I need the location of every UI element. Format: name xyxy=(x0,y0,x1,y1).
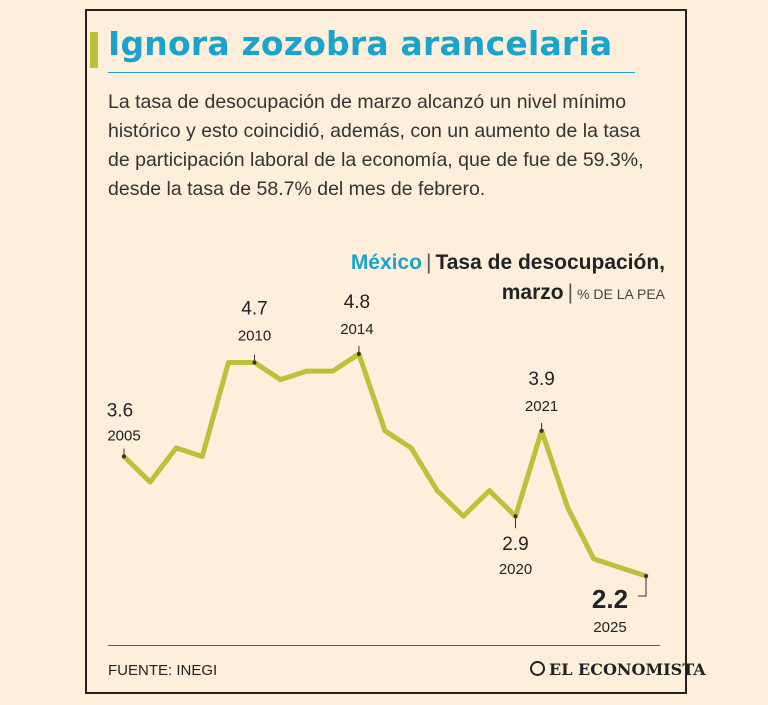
title-underline xyxy=(108,72,635,73)
chart-header-separator: | xyxy=(426,251,432,274)
footer-divider xyxy=(108,645,660,646)
year-label-2014: 2014 xyxy=(340,321,373,338)
series-line-group xyxy=(121,351,649,579)
infographic-frame xyxy=(85,9,687,694)
brand-name: EL ECONOMISTA xyxy=(549,660,706,679)
series-line xyxy=(121,351,649,579)
value-label-2005: 3.6 xyxy=(107,400,133,421)
chart-unit: % DE LA PEA xyxy=(577,286,665,302)
source-note: FUENTE: INEGI xyxy=(108,662,218,679)
lead-paragraph: La tasa de desocupación de marzo alcanzó… xyxy=(108,91,644,200)
year-label-2005: 2005 xyxy=(107,427,140,444)
chart-unit-separator: | xyxy=(567,281,574,304)
value-label-2010: 4.7 xyxy=(241,299,267,320)
value-label-2020: 2.9 xyxy=(502,534,528,555)
title-accent-bar xyxy=(90,32,98,68)
value-label-2025: 2.2 xyxy=(592,584,628,614)
chart-header: México | Tasa de desocupación, marzo |% DE … xyxy=(351,248,665,309)
value-label-2014: 4.8 xyxy=(344,292,370,313)
year-label-2021: 2021 xyxy=(525,398,558,415)
year-label-2020: 2020 xyxy=(499,561,532,578)
chart-header-line2: marzo |% DE LA PEA xyxy=(351,278,665,309)
brand-icon xyxy=(530,661,545,676)
annotation-leader-2025 xyxy=(638,576,647,597)
chart-title-line2: marzo xyxy=(501,281,564,304)
annotation-group: 3.6 2005 4.7 2010 4.8 2014 2.9 2020 3.9 2021 2.2 20… xyxy=(107,292,648,636)
year-label-2010: 2010 xyxy=(238,328,271,345)
chart-title-line1: Tasa de desocupación, xyxy=(435,251,665,274)
chart-header-line1: México | Tasa de desocupación, xyxy=(351,248,665,278)
chart-country: México xyxy=(350,251,423,274)
year-label-2025: 2025 xyxy=(593,619,626,636)
brand-logo: EL ECONOMISTA xyxy=(530,660,706,679)
page-title: Ignora zozobra arancelaria xyxy=(108,24,613,63)
value-label-2021: 3.9 xyxy=(528,369,554,390)
